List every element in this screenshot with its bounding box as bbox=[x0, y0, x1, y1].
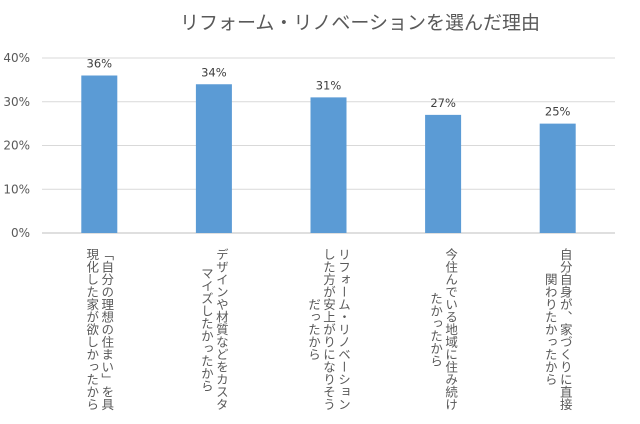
bar bbox=[539, 123, 576, 233]
category-label: 「自分の理想の住まい」を具 現化した家が欲しかったから bbox=[84, 247, 115, 411]
data-label: 36% bbox=[87, 57, 113, 71]
bar bbox=[195, 84, 232, 233]
chart-title: リフォーム・リノベーションを選んだ理由 bbox=[179, 12, 541, 34]
category-label: リフォーム・リノベーション した方が安上がりになりそう だったから bbox=[306, 247, 351, 411]
y-tick-label: 0% bbox=[11, 226, 30, 240]
category-label: デザインや材質などをカスタ マイズしたかったから bbox=[198, 247, 229, 411]
data-label: 31% bbox=[316, 78, 342, 92]
data-label: 25% bbox=[545, 105, 571, 119]
y-tick-label: 10% bbox=[3, 182, 30, 196]
y-tick-label: 30% bbox=[3, 95, 30, 109]
bar bbox=[81, 75, 118, 233]
category-label: 今住んでいる地域に住み続け たかったから bbox=[428, 247, 459, 411]
category-label: 自分自身が、家づくりに直接 関わりたかったから bbox=[542, 247, 573, 411]
data-label: 34% bbox=[201, 65, 227, 79]
data-label: 27% bbox=[430, 96, 456, 110]
bar bbox=[425, 114, 462, 233]
y-tick-label: 20% bbox=[3, 139, 30, 153]
bar bbox=[310, 97, 347, 233]
y-tick-label: 40% bbox=[3, 51, 30, 65]
